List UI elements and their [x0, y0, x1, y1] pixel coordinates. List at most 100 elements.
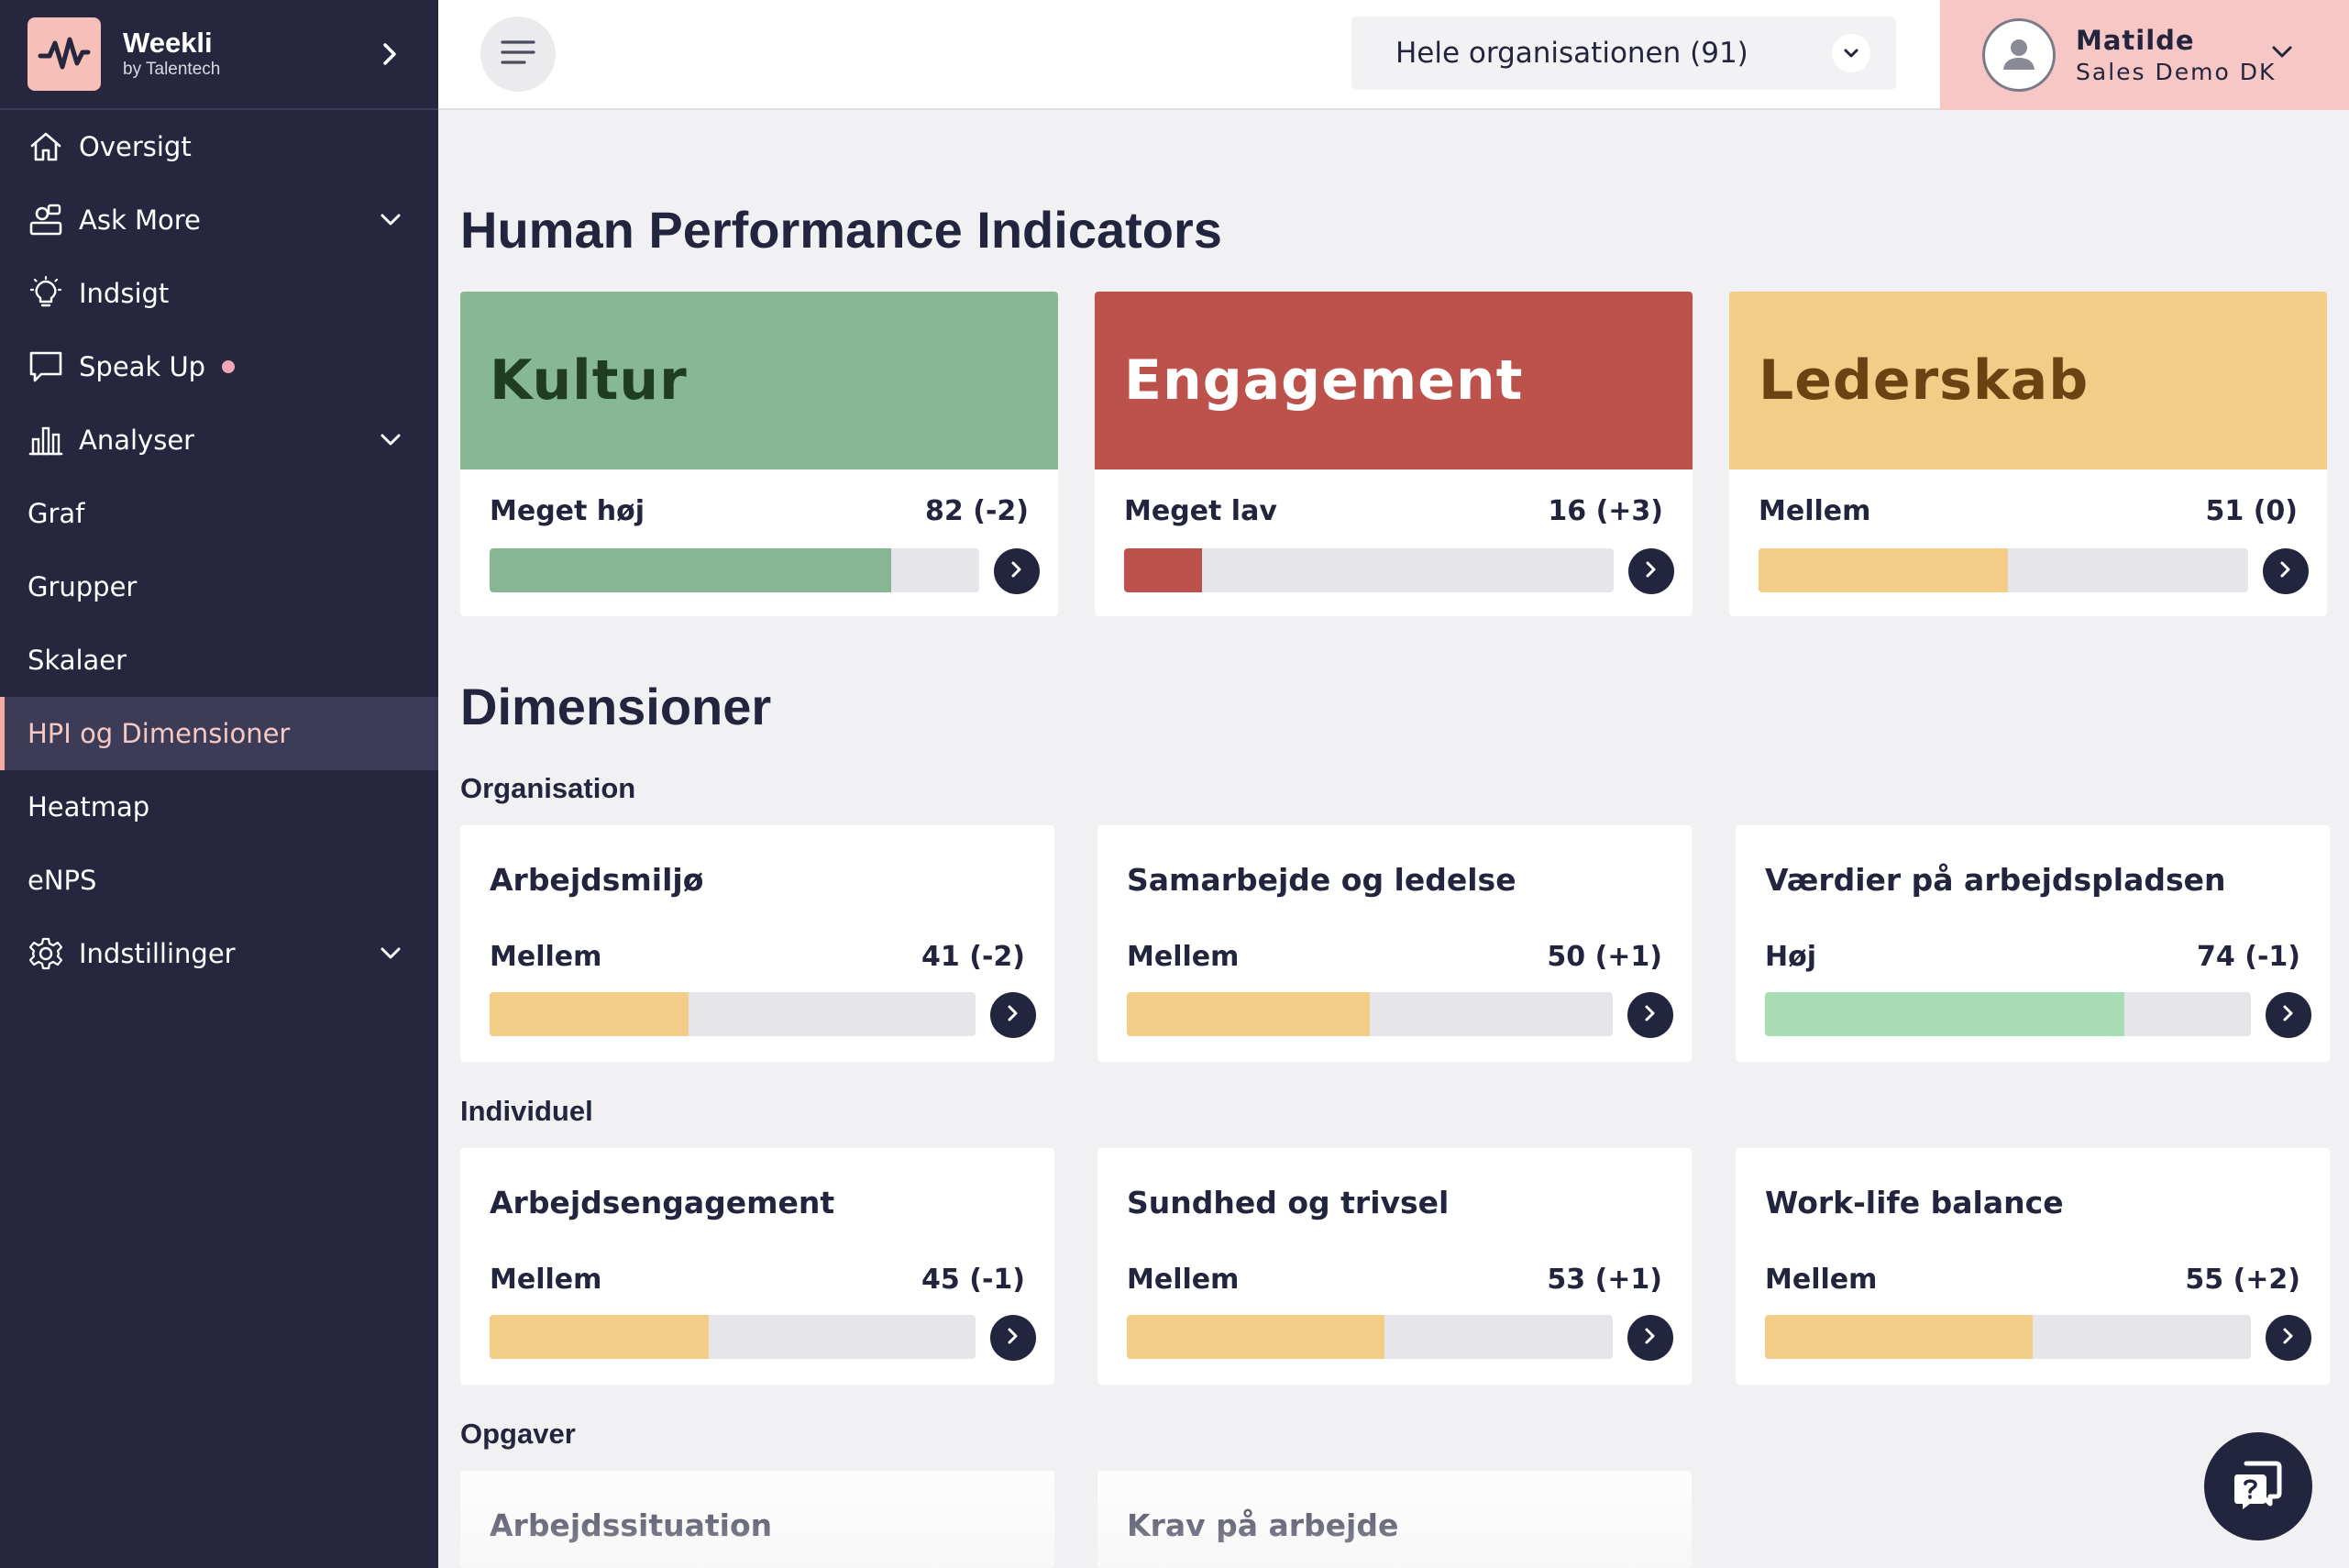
help-chat-button[interactable] [2204, 1432, 2312, 1540]
hpi-progress-track [1124, 548, 1614, 592]
sidebar-item-oversigt[interactable]: Oversigt [0, 110, 438, 183]
open-details-button[interactable] [2266, 992, 2311, 1038]
group-title-organisation: Organisation [460, 772, 636, 804]
dimension-title: Samarbejde og ledelse [1127, 862, 1516, 898]
dimension-level: Mellem [1127, 1264, 1240, 1296]
hpi-card-engagement: Engagement Meget lav 16 (+3) [1095, 292, 1693, 616]
dimension-progress-fill [1765, 1315, 2033, 1359]
open-details-button[interactable] [994, 548, 1040, 594]
sidebar-item-indstillinger[interactable]: Indstillinger [0, 917, 438, 990]
hpi-card-header: Engagement [1095, 292, 1693, 469]
open-details-button[interactable] [1627, 1315, 1673, 1361]
bar-chart-icon [28, 422, 64, 458]
sidebar-item-grupper[interactable]: Grupper [0, 550, 438, 624]
sidebar-item-ask-more[interactable]: Ask More [0, 183, 438, 257]
organisation-select[interactable]: Hele organisationen (91) [1351, 17, 1896, 90]
chevron-right-icon [1643, 1327, 1658, 1349]
hpi-card-kultur: Kultur Meget høj 82 (-2) [460, 292, 1058, 616]
dimensions-title: Dimensioner [460, 678, 772, 735]
hpi-card-title: Kultur [490, 348, 688, 413]
dimension-title: Arbejdsmiljø [490, 862, 704, 898]
chevron-down-icon[interactable] [374, 424, 407, 457]
group-title-opgaver: Opgaver [460, 1418, 576, 1450]
dimension-stats: Mellem 55 (+2) [1765, 1264, 2300, 1296]
dimension-progress-track [1127, 992, 1613, 1036]
sidebar-item-skalaer[interactable]: Skalaer [0, 624, 438, 697]
group-title-individuel: Individuel [460, 1095, 593, 1127]
dimension-score: 55 (+2) [2185, 1264, 2300, 1296]
sidebar-item-graf[interactable]: Graf [0, 477, 438, 550]
sidebar-nav: Oversigt Ask More Indsigt Speak Up Analy… [0, 110, 438, 990]
chevron-down-icon[interactable] [374, 937, 407, 970]
dimension-progress-fill [1765, 992, 2125, 1036]
user-menu[interactable]: Matilde Sales Demo DK [1940, 0, 2349, 110]
open-details-button[interactable] [2263, 548, 2309, 594]
sidebar-item-speak-up[interactable]: Speak Up [0, 330, 438, 403]
speech-bubble-icon [28, 348, 64, 385]
sidebar-item-label: Skalaer [28, 645, 127, 676]
hpi-progress-track [490, 548, 979, 592]
sidebar: Weekli by Talentech Oversigt Ask More In… [0, 0, 438, 1568]
home-icon [28, 128, 64, 165]
gear-icon [28, 935, 64, 972]
open-details-button[interactable] [990, 1315, 1036, 1361]
brand-name: Weekli [123, 27, 213, 59]
dimension-progress-track [1765, 992, 2251, 1036]
sidebar-item-label: Indsigt [79, 278, 170, 309]
open-details-button[interactable] [1627, 992, 1673, 1038]
sidebar-item-hpi-og-dimensioner[interactable]: HPI og Dimensioner [0, 697, 438, 770]
chevron-right-icon [1006, 1004, 1020, 1026]
organisation-select-value: Hele organisationen (91) [1395, 37, 1748, 70]
help-chat-icon [2226, 1452, 2290, 1520]
sidebar-item-analyser[interactable]: Analyser [0, 403, 438, 477]
dimension-card-samarbejde-og-ledelse: Samarbejde og ledelse Mellem 50 (+1) [1097, 825, 1692, 1062]
dimension-level: Mellem [1127, 941, 1240, 973]
hpi-progress-fill [1124, 548, 1203, 592]
sidebar-item-label: Graf [28, 498, 85, 529]
weekli-logo-icon [28, 17, 101, 91]
hpi-card-title: Lederskab [1759, 348, 2090, 413]
brand-header[interactable]: Weekli by Talentech [0, 0, 438, 110]
dimension-title: Sundhed og trivsel [1127, 1185, 1450, 1220]
avatar [1982, 18, 2056, 92]
chevron-right-icon [1009, 560, 1024, 582]
sidebar-item-label: eNPS [28, 865, 97, 896]
dimension-score: 41 (-2) [921, 941, 1025, 973]
dimension-title: Krav på arbejde [1127, 1507, 1399, 1543]
dimension-title: Work-life balance [1765, 1185, 2064, 1220]
brand-subtitle: by Talentech [123, 60, 221, 79]
dimension-progress-fill [490, 1315, 709, 1359]
hpi-progress-track [1759, 548, 2248, 592]
user-avatar-icon [2003, 39, 2035, 70]
open-details-button[interactable] [2266, 1315, 2311, 1361]
sidebar-item-indsigt[interactable]: Indsigt [0, 257, 438, 330]
sidebar-item-label: Heatmap [28, 791, 150, 823]
sidebar-item-label: Grupper [28, 571, 138, 602]
chevron-right-icon [1006, 1327, 1020, 1349]
dimension-stats: Mellem 50 (+1) [1127, 941, 1662, 973]
chevron-down-icon[interactable] [374, 204, 407, 237]
chevron-right-icon [2278, 560, 2293, 582]
user-name: Matilde [2076, 25, 2195, 56]
sidebar-item-heatmap[interactable]: Heatmap [0, 770, 438, 844]
lightbulb-icon [28, 275, 64, 312]
sidebar-item-label: Analyser [79, 425, 195, 456]
dimension-progress-fill [490, 992, 689, 1036]
collapse-sidebar-chevron-icon[interactable] [374, 39, 405, 70]
sidebar-item-label: Ask More [79, 204, 201, 236]
open-details-button[interactable] [1628, 548, 1674, 594]
hamburger-icon [500, 39, 536, 70]
dimension-stats: Mellem 45 (-1) [490, 1264, 1025, 1296]
sidebar-item-label: HPI og Dimensioner [28, 718, 291, 749]
page-title: Human Performance Indicators [460, 201, 1222, 259]
chevron-right-icon [2281, 1327, 2296, 1349]
open-details-button[interactable] [990, 992, 1036, 1038]
dimension-progress-track [1127, 1315, 1613, 1359]
hamburger-menu-button[interactable] [480, 17, 556, 92]
sidebar-item-label: Speak Up [79, 351, 206, 382]
dimension-progress-track [490, 992, 976, 1036]
dimension-progress-track [490, 1315, 976, 1359]
sidebar-item-enps[interactable]: eNPS [0, 844, 438, 917]
dimension-score: 74 (-1) [2197, 941, 2300, 973]
hpi-card-title: Engagement [1124, 348, 1524, 413]
